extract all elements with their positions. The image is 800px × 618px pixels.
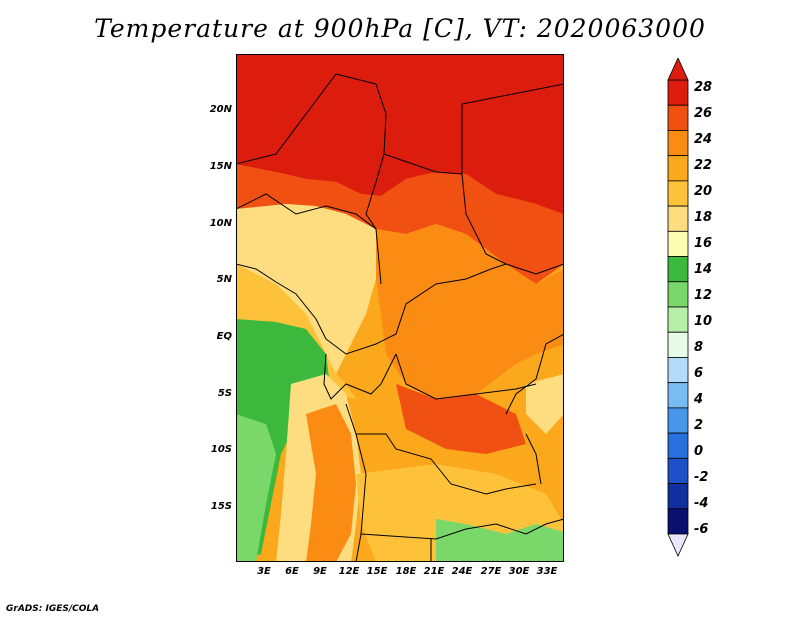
- lon-label-12e: 12E: [338, 566, 360, 577]
- colorbar-top-arrow: [667, 58, 689, 81]
- colorbar-label-10: 10: [694, 314, 713, 329]
- colorbar-box-10: [667, 306, 689, 333]
- lat-label-eq: EQ: [216, 331, 232, 342]
- lon-label-6e: 6E: [285, 566, 299, 577]
- colorbar-box-24: [667, 130, 689, 157]
- region-central: [376, 224, 564, 399]
- region-congo-hot: [396, 384, 526, 454]
- colorbar-label-22: 22: [694, 158, 713, 173]
- colorbar-label-16: 16: [694, 236, 713, 251]
- lat-label-10n: 10N: [209, 218, 232, 229]
- lon-label-9e: 9E: [313, 566, 327, 577]
- temperature-map: [236, 54, 564, 562]
- colorbar-label-minus4: -4: [694, 496, 709, 511]
- colorbar-label-4: 4: [694, 392, 704, 407]
- colorbar-box-18: [667, 205, 689, 232]
- lat-label-20n: 20N: [209, 104, 232, 115]
- region-west-coast: [236, 204, 376, 374]
- colorbar-label-20: 20: [694, 184, 713, 199]
- colorbar-label-14: 14: [694, 262, 713, 277]
- colorbar-label-0: 0: [694, 444, 704, 459]
- colorbar-box-26: [667, 104, 689, 131]
- lon-label-27e: 27E: [480, 566, 502, 577]
- lon-label-15e: 15E: [366, 566, 388, 577]
- colorbar-box-4: [667, 382, 689, 409]
- region-east-lakes: [526, 374, 564, 434]
- lon-label-3e: 3E: [257, 566, 271, 577]
- colorbar-label-26: 26: [694, 106, 713, 121]
- colorbar-box-20: [667, 180, 689, 207]
- lon-label-33e: 33E: [536, 566, 558, 577]
- region-sahara: [236, 54, 564, 219]
- region-south-green: [436, 519, 564, 562]
- colorbar-box--6: [667, 508, 689, 535]
- region-angola-warm: [306, 404, 356, 562]
- colorbar-label-24: 24: [694, 132, 713, 147]
- colorbar-label-8: 8: [694, 340, 704, 355]
- colorbar-label-2: 2: [694, 418, 704, 433]
- colorbar-label-minus2: -2: [694, 470, 709, 485]
- colorbar-box-16: [667, 230, 689, 257]
- lon-label-24e: 24E: [451, 566, 473, 577]
- map-title: Temperature at 900hPa [C], VT: 202006300…: [94, 14, 706, 43]
- colorbar-box-22: [667, 155, 689, 182]
- colorbar: [667, 58, 689, 557]
- colorbar-label-18: 18: [694, 210, 713, 225]
- colorbar-box-12: [667, 281, 689, 308]
- lat-label-10s: 10S: [210, 444, 232, 455]
- colorbar-label-12: 12: [694, 288, 713, 303]
- colorbar-box-6: [667, 357, 689, 384]
- region-sahel: [236, 164, 564, 284]
- colorbar-label-28: 28: [694, 80, 713, 95]
- colorbar-box-0: [667, 432, 689, 459]
- colorbar-box-14: [667, 256, 689, 283]
- lat-label-15n: 15N: [209, 161, 232, 172]
- colorbar-label-6: 6: [694, 366, 704, 381]
- lon-label-21e: 21E: [423, 566, 445, 577]
- colorbar-box--2: [667, 457, 689, 484]
- colorbar-box-2: [667, 407, 689, 434]
- lat-label-5s: 5S: [217, 388, 232, 399]
- region-ocean-light: [236, 414, 276, 562]
- lat-label-5n: 5N: [216, 274, 232, 285]
- colorbar-box--4: [667, 483, 689, 510]
- lon-label-18e: 18E: [395, 566, 417, 577]
- colorbar-box-28: [667, 79, 689, 106]
- lon-label-30e: 30E: [508, 566, 530, 577]
- colorbar-bottom-arrow: [667, 533, 689, 557]
- colorbar-label-minus6: -6: [694, 522, 709, 537]
- colorbar-box-8: [667, 331, 689, 358]
- lat-label-15s: 15S: [210, 501, 232, 512]
- grads-credit: GrADS: IGES/COLA: [6, 604, 100, 614]
